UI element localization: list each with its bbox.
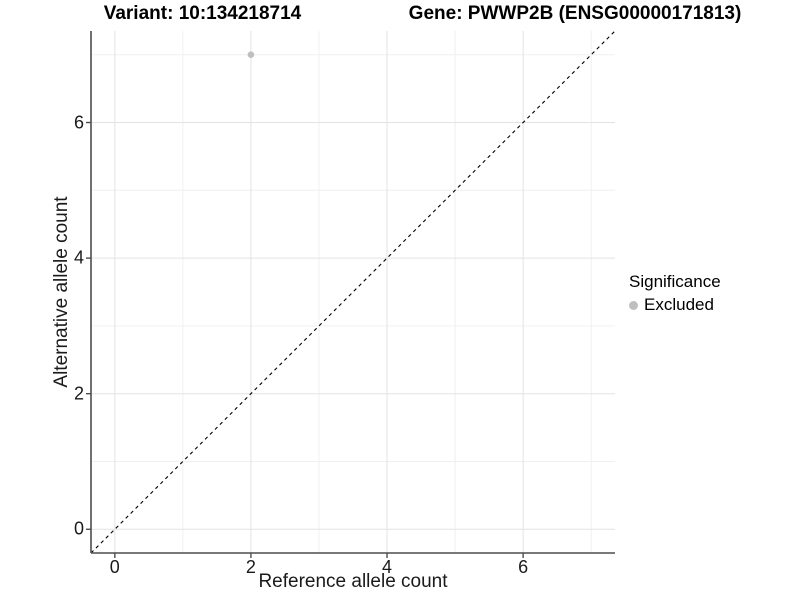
legend-items: Excluded [629,295,721,315]
legend-title: Significance [629,272,721,291]
y-axis-title: Alternative allele count [51,196,72,388]
variant-title: Variant: 10:134218714 [103,3,302,24]
x-tick-label: 0 [109,557,120,577]
x-tick-label: 4 [382,557,393,577]
legend-item-label: Excluded [644,295,714,314]
x-tick-label: 2 [245,557,256,577]
identity-line [90,30,616,554]
y-tick-label: 0 [73,518,84,539]
y-tick-label: 2 [73,383,84,404]
x-axis-title: Reference allele count [258,571,448,592]
legend: Significance Excluded [629,272,721,315]
legend-item: Excluded [629,295,721,315]
y-tick-label: 6 [73,112,84,133]
legend-point-icon [629,300,638,310]
x-tick-label: 6 [518,557,529,577]
data-point [247,51,255,59]
y-tick-label: 4 [73,247,84,268]
gene-title: Gene: PWWP2B (ENSG00000171813) [408,3,742,24]
